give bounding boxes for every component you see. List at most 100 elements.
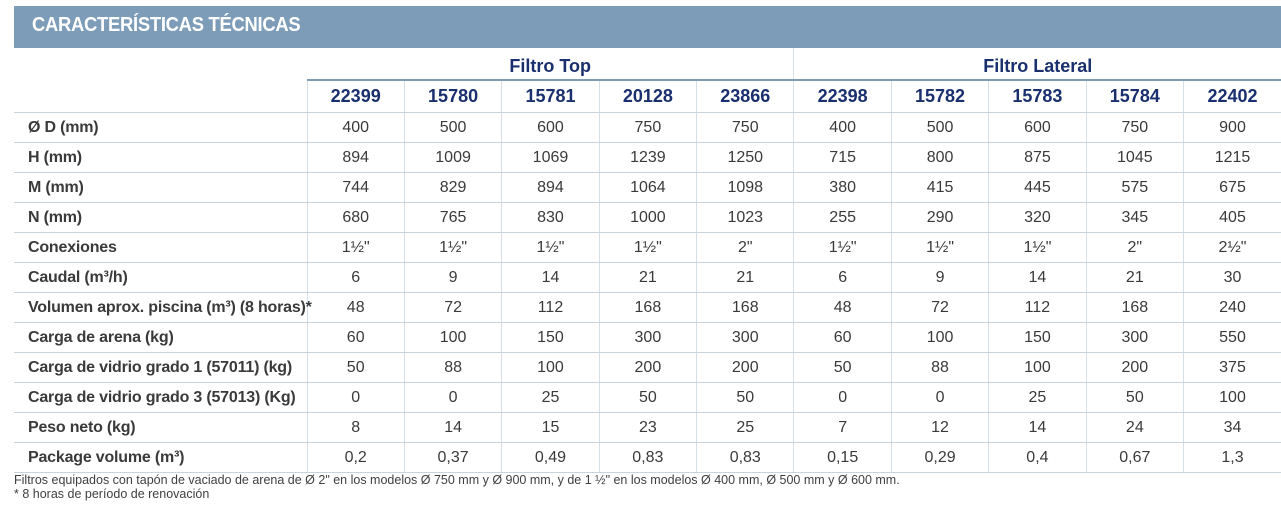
table-cell: 100 bbox=[403, 322, 502, 353]
model-code-cell: 22402 bbox=[1183, 80, 1281, 113]
table-cell: 1½" bbox=[598, 232, 697, 263]
table-cell: 6 bbox=[793, 262, 892, 293]
table-cell: 0 bbox=[306, 382, 405, 413]
table-cell: 168 bbox=[696, 292, 794, 323]
table-cell: 750 bbox=[1085, 112, 1184, 143]
table-cell: 300 bbox=[696, 322, 794, 353]
table-cell: 2½" bbox=[1183, 232, 1281, 263]
table-cell: 415 bbox=[890, 172, 989, 203]
table-cell: 100 bbox=[1183, 382, 1281, 413]
table-cell: 100 bbox=[890, 322, 989, 353]
row-label: Carga de arena (kg) bbox=[14, 322, 307, 353]
table-cell: 1009 bbox=[403, 142, 502, 173]
table-cell: 320 bbox=[988, 202, 1087, 233]
table-cell: 675 bbox=[1183, 172, 1281, 203]
model-code-cell: 22398 bbox=[793, 80, 892, 113]
table-cell: 88 bbox=[890, 352, 989, 383]
table-row: Conexiones 1½" 1½" 1½" 1½" 2" 1½" 1½" 1½" 2" 2½" bbox=[14, 232, 1281, 263]
table-cell: 380 bbox=[793, 172, 892, 203]
table-row: Carga de arena (kg) 60 100 150 300 300 60 100 15… bbox=[14, 322, 1281, 353]
model-code-spacer bbox=[14, 80, 307, 113]
table-cell: 1000 bbox=[598, 202, 697, 233]
row-label: Conexiones bbox=[14, 232, 307, 263]
model-code-cell: 15781 bbox=[501, 80, 600, 113]
table-cell: 345 bbox=[1085, 202, 1184, 233]
table-cell: 1069 bbox=[501, 142, 600, 173]
row-label: Package volume (m³) bbox=[14, 442, 307, 473]
table-cell: 1½" bbox=[501, 232, 600, 263]
table-row: Peso neto (kg) 8 14 15 23 25 7 12 14 24 34 bbox=[14, 412, 1281, 443]
table-cell: 1098 bbox=[696, 172, 794, 203]
table-cell: 0,37 bbox=[403, 442, 502, 473]
table-cell: 30 bbox=[1183, 262, 1281, 293]
table-cell: 0 bbox=[403, 382, 502, 413]
table-cell: 12 bbox=[890, 412, 989, 443]
model-code-cell: 22399 bbox=[306, 80, 405, 113]
table-row: Ø D (mm) 400 500 600 750 750 400 500 600 750 900 bbox=[14, 112, 1281, 143]
group-header-filtro-top: Filtro Top bbox=[307, 48, 794, 81]
table-cell: 1½" bbox=[403, 232, 502, 263]
table-cell: 150 bbox=[988, 322, 1087, 353]
table-cell: 21 bbox=[696, 262, 794, 293]
table-cell: 14 bbox=[403, 412, 502, 443]
table-cell: 800 bbox=[890, 142, 989, 173]
table-cell: 14 bbox=[988, 412, 1087, 443]
table-cell: 7 bbox=[793, 412, 892, 443]
model-code-cell: 15780 bbox=[403, 80, 502, 113]
table-row: Carga de vidrio grado 1 (57011) (kg) 50 88… bbox=[14, 352, 1281, 383]
table-cell: 1½" bbox=[793, 232, 892, 263]
table-cell: 50 bbox=[696, 382, 794, 413]
table-cell: 680 bbox=[306, 202, 405, 233]
table-cell: 300 bbox=[1085, 322, 1184, 353]
table-cell: 1,3 bbox=[1183, 442, 1281, 473]
table-cell: 0,15 bbox=[793, 442, 892, 473]
table-cell: 200 bbox=[598, 352, 697, 383]
table-cell: 60 bbox=[306, 322, 405, 353]
table-cell: 1023 bbox=[696, 202, 794, 233]
table-cell: 8 bbox=[306, 412, 405, 443]
table-cell: 6 bbox=[306, 262, 405, 293]
row-label: H (mm) bbox=[14, 142, 307, 173]
table-cell: 894 bbox=[306, 142, 405, 173]
table-cell: 0,4 bbox=[988, 442, 1087, 473]
table-cell: 200 bbox=[1085, 352, 1184, 383]
section-banner: CARACTERÍSTICAS TÉCNICAS bbox=[14, 6, 1281, 48]
table-cell: 290 bbox=[890, 202, 989, 233]
table-cell: 100 bbox=[988, 352, 1087, 383]
table-cell: 50 bbox=[306, 352, 405, 383]
table-cell: 14 bbox=[501, 262, 600, 293]
table-cell: 300 bbox=[598, 322, 697, 353]
table-cell: 1½" bbox=[890, 232, 989, 263]
model-code-cell: 15784 bbox=[1085, 80, 1184, 113]
table-cell: 2" bbox=[1085, 232, 1184, 263]
table-cell: 600 bbox=[988, 112, 1087, 143]
table-cell: 894 bbox=[501, 172, 600, 203]
table-cell: 830 bbox=[501, 202, 600, 233]
row-label: Peso neto (kg) bbox=[14, 412, 307, 443]
table-cell: 1½" bbox=[988, 232, 1087, 263]
table-cell: 34 bbox=[1183, 412, 1281, 443]
table-cell: 72 bbox=[890, 292, 989, 323]
table-cell: 112 bbox=[501, 292, 600, 323]
table-cell: 15 bbox=[501, 412, 600, 443]
model-code-cell: 23866 bbox=[696, 80, 794, 113]
table-cell: 0 bbox=[890, 382, 989, 413]
row-label: Caudal (m³/h) bbox=[14, 262, 307, 293]
section-title: CARACTERÍSTICAS TÉCNICAS bbox=[32, 14, 301, 36]
table-cell: 112 bbox=[988, 292, 1087, 323]
model-code-cell: 15783 bbox=[988, 80, 1087, 113]
table-cell: 1½" bbox=[306, 232, 405, 263]
table-row: Package volume (m³) 0,2 0,37 0,49 0,83 0,83 0,… bbox=[14, 442, 1281, 473]
table-cell: 50 bbox=[1085, 382, 1184, 413]
table-cell: 24 bbox=[1085, 412, 1184, 443]
table-cell: 48 bbox=[306, 292, 405, 323]
table-cell: 600 bbox=[501, 112, 600, 143]
table-cell: 829 bbox=[403, 172, 502, 203]
table-row: Carga de vidrio grado 3 (57013) (Kg) 0 0 25… bbox=[14, 382, 1281, 413]
row-label: Carga de vidrio grado 1 (57011) (kg) bbox=[14, 352, 307, 383]
table-cell: 0,67 bbox=[1085, 442, 1184, 473]
table-cell: 168 bbox=[1085, 292, 1184, 323]
table-cell: 50 bbox=[598, 382, 697, 413]
table-cell: 9 bbox=[890, 262, 989, 293]
table-cell: 405 bbox=[1183, 202, 1281, 233]
